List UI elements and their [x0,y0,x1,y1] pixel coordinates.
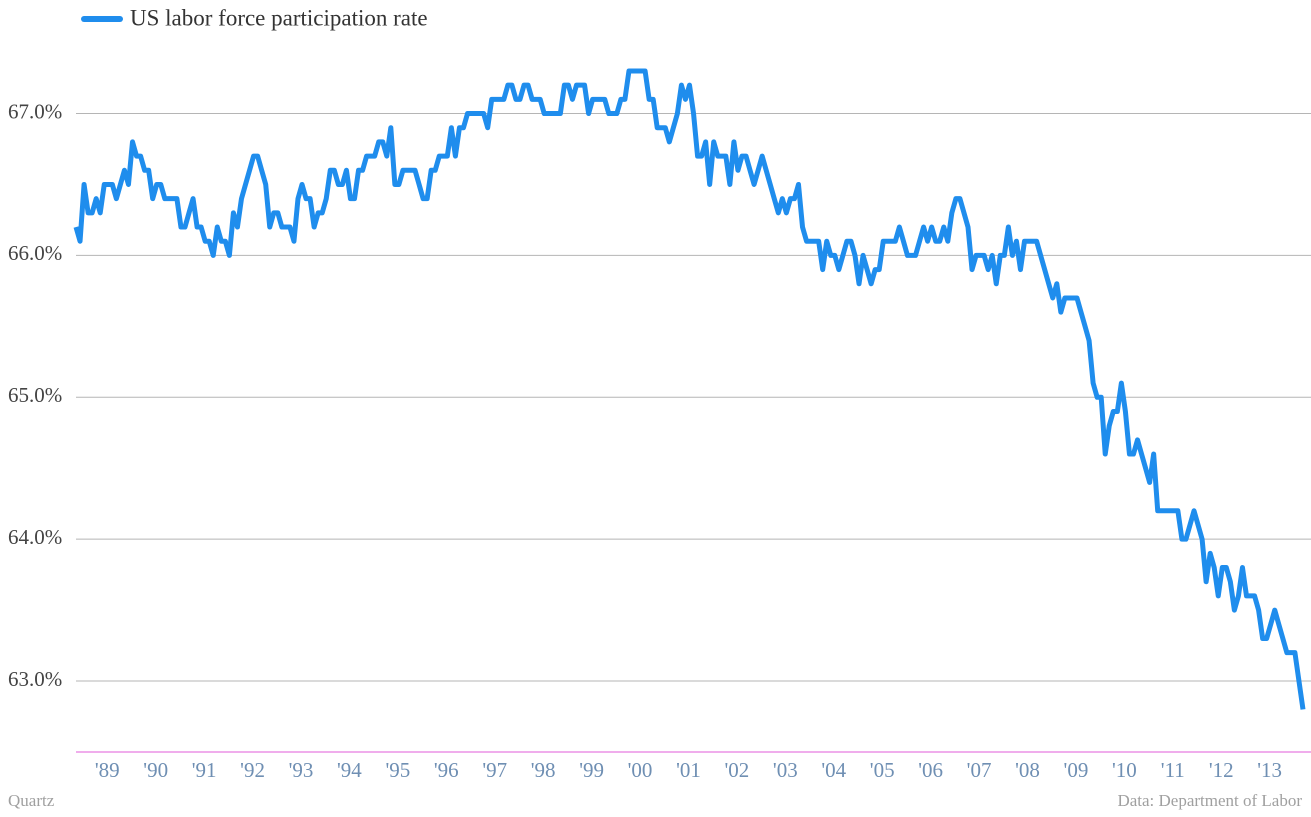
x-tick-label: '13 [1257,758,1282,782]
x-tick-label: '07 [967,758,992,782]
x-tick-label: '01 [676,758,701,782]
x-tick-label: '02 [724,758,749,782]
y-tick-label: 63.0% [8,667,62,691]
x-tick-label: '08 [1015,758,1040,782]
x-tick-label: '05 [870,758,895,782]
x-tick-label: '92 [240,758,265,782]
legend-label: US labor force participation rate [130,5,428,30]
x-tick-label: '90 [143,758,168,782]
x-tick-label: '11 [1161,758,1185,782]
x-tick-label: '10 [1112,758,1137,782]
x-tick-label: '99 [579,758,604,782]
x-tick-label: '00 [628,758,653,782]
y-tick-label: 64.0% [8,525,62,549]
x-tick-label: '96 [434,758,459,782]
x-tick-label: '98 [531,758,556,782]
x-tick-label: '06 [918,758,943,782]
x-tick-label: '04 [821,758,846,782]
x-tick-label: '89 [95,758,120,782]
y-tick-label: 65.0% [8,383,62,407]
x-tick-label: '93 [289,758,314,782]
credit: Quartz [8,791,55,810]
x-tick-label: '12 [1209,758,1234,782]
x-tick-label: '09 [1064,758,1089,782]
source: Data: Department of Labor [1117,791,1302,810]
y-tick-label: 66.0% [8,241,62,265]
x-tick-label: '95 [385,758,410,782]
y-tick-label: 67.0% [8,99,62,123]
x-tick-label: '97 [482,758,507,782]
data-line [73,68,1306,710]
x-tick-label: '91 [192,758,217,782]
x-tick-label: '03 [773,758,798,782]
x-tick-label: '94 [337,758,362,782]
